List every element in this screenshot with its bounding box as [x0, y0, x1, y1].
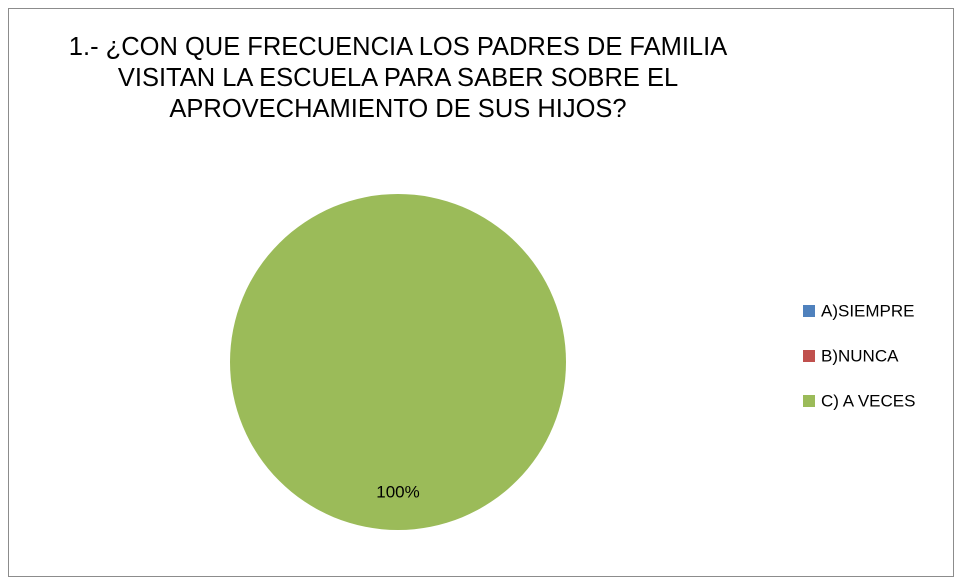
chart-frame: [8, 8, 954, 577]
legend-swatch: [803, 305, 815, 317]
legend-label: A)SIEMPRE: [821, 301, 915, 320]
legend-swatch: [803, 395, 815, 407]
chart-title: 1.- ¿CON QUE FRECUENCIA LOS PADRES DE FA…: [68, 33, 728, 123]
legend-swatch: [803, 350, 815, 362]
legend-label: C) A VECES: [821, 391, 915, 410]
legend-label: B)NUNCA: [821, 346, 899, 365]
pie-slice: [230, 194, 566, 530]
data-label: 100%: [376, 483, 419, 502]
